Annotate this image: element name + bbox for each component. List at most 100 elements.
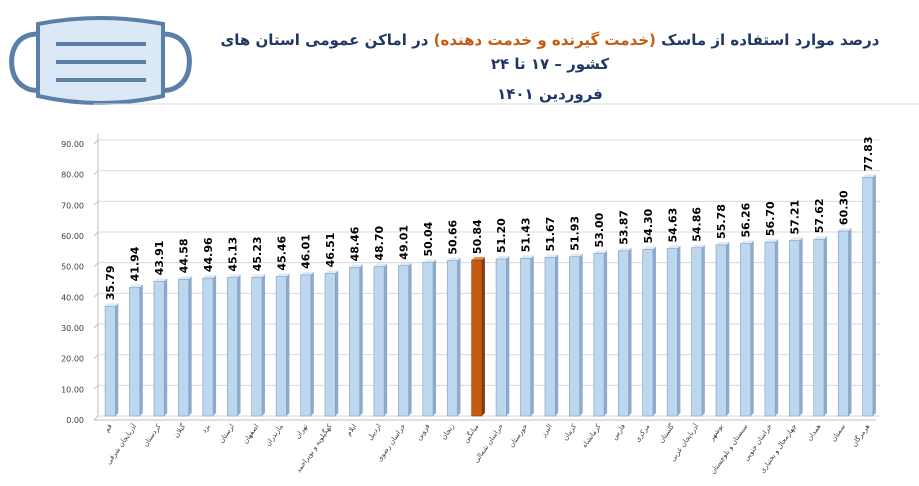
bar xyxy=(789,240,800,417)
gridline-depth xyxy=(93,139,99,145)
data-label: 46.51 xyxy=(324,233,337,268)
bar-side xyxy=(579,253,583,416)
bar-side xyxy=(359,264,363,416)
bar-side xyxy=(604,250,608,416)
y-axis: 0.00 10.00 20.00 30.00 40.00 50.00 60.00 70.00 8… xyxy=(61,134,99,425)
bar-top xyxy=(496,255,510,259)
bar-top xyxy=(447,257,461,261)
bar xyxy=(275,276,287,417)
bar-side xyxy=(261,274,265,416)
data-label: 51.93 xyxy=(569,216,582,251)
bar-top xyxy=(373,263,388,267)
bar-side xyxy=(726,241,730,416)
bar-top xyxy=(105,303,119,307)
bars xyxy=(104,174,876,417)
x-tick-label: هرمزگان xyxy=(849,422,871,449)
bar-top xyxy=(740,240,754,244)
bar-side xyxy=(848,228,852,416)
data-label: 49.01 xyxy=(397,225,410,260)
bar-side xyxy=(188,276,192,416)
bar xyxy=(446,260,458,417)
bar-side xyxy=(555,254,559,416)
bar xyxy=(862,177,874,417)
bar xyxy=(740,243,752,417)
x-tick-label: اردبیل xyxy=(366,423,383,442)
bar-top xyxy=(764,239,779,243)
bar-top xyxy=(544,254,559,258)
bar xyxy=(104,305,116,417)
bar-side xyxy=(530,255,534,416)
data-label: 51.67 xyxy=(544,217,557,252)
bar-top xyxy=(251,274,265,278)
bar-top xyxy=(300,271,314,275)
chart-title-line1: درصد موارد استفاده از ماسک (خدمت گیرنده … xyxy=(200,28,900,76)
bar-side xyxy=(481,257,485,416)
data-label: 56.70 xyxy=(764,201,777,236)
bar xyxy=(373,266,385,417)
bar xyxy=(544,257,556,417)
bar xyxy=(471,259,483,417)
bar-side xyxy=(237,274,241,416)
bar-side xyxy=(701,244,705,416)
bar-top xyxy=(422,259,437,263)
x-tick-label: همدان xyxy=(805,422,822,442)
gridline-depth xyxy=(93,323,99,329)
bar-side xyxy=(335,270,339,416)
bar-side xyxy=(139,284,143,416)
x-tick-label: البرز xyxy=(539,423,554,439)
data-label: 46.01 xyxy=(300,234,313,269)
bar xyxy=(764,241,776,417)
x-tick-label: کردستان xyxy=(142,422,164,448)
bar-side xyxy=(628,247,632,416)
x-tick-label: گلستان xyxy=(656,421,676,444)
data-label: 44.96 xyxy=(202,237,215,272)
bar-side xyxy=(286,273,290,416)
bar xyxy=(349,267,361,417)
data-label: 35.79 xyxy=(104,265,117,300)
gridline-depth xyxy=(93,262,99,268)
data-label: 53.87 xyxy=(617,210,630,245)
bar-side xyxy=(677,245,681,416)
x-tick-label: اصفهان xyxy=(241,423,260,446)
bar xyxy=(178,278,189,417)
bar xyxy=(153,281,165,417)
data-label: 43.91 xyxy=(153,241,166,276)
y-tick-label: 0.00 xyxy=(66,416,84,425)
bar-top xyxy=(691,244,705,248)
bar-side xyxy=(799,237,803,416)
bar-top xyxy=(813,236,828,240)
bar-side xyxy=(433,259,437,416)
bar xyxy=(715,244,727,417)
title-part2: در اماکن عمومی استان های کشور – ۱۷ تا ۲۴ xyxy=(220,31,610,73)
data-label: 54.63 xyxy=(666,208,679,243)
mask-ear-loop-right xyxy=(160,31,192,93)
data-label: 54.86 xyxy=(691,207,704,242)
bar-side xyxy=(115,303,119,416)
data-label: 56.26 xyxy=(740,202,753,237)
data-label: 54.30 xyxy=(642,208,655,243)
data-label: 50.04 xyxy=(422,221,435,256)
gridline-depth xyxy=(93,384,99,390)
gridline-depth xyxy=(93,231,99,237)
bar-top xyxy=(618,247,632,251)
gridline-depth xyxy=(93,292,99,298)
data-label: 48.70 xyxy=(373,226,386,261)
data-label: 44.58 xyxy=(178,238,191,273)
data-label: 57.62 xyxy=(813,199,826,234)
x-tick-label: مازندران xyxy=(264,422,285,448)
bar xyxy=(251,276,263,417)
bar-side xyxy=(652,246,656,416)
data-label: 55.78 xyxy=(715,204,728,239)
x-tick-label: لرستان xyxy=(217,423,236,445)
data-label: 50.66 xyxy=(446,220,459,255)
value-labels: 35.79 41.94 43.91 44.58 44.96 45.13 45.23 45.46… xyxy=(104,137,875,301)
data-label: 48.46 xyxy=(349,226,362,261)
data-label: 53.00 xyxy=(593,212,606,247)
x-tick-label: کرمانشاه xyxy=(581,422,603,449)
bar-top xyxy=(202,275,217,279)
y-tick-label: 40.00 xyxy=(61,293,84,302)
x-tick-label: مرکزی xyxy=(633,422,651,443)
x-tick-label: قم xyxy=(103,423,114,434)
bar-side xyxy=(506,255,510,416)
